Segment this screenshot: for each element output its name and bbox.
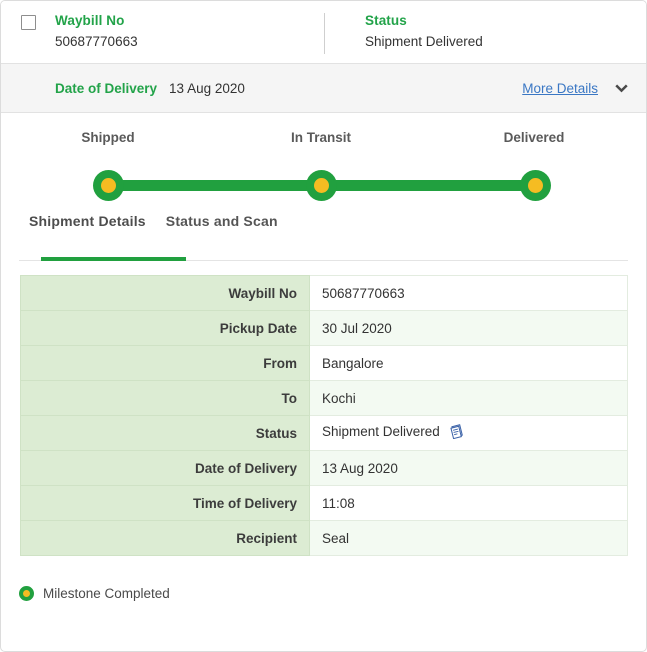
table-row: Pickup Date 30 Jul 2020 [20,310,628,346]
tracker-segment-1 [108,180,321,191]
tracker-dot-delivered[interactable] [520,170,551,201]
more-details-link[interactable]: More Details [522,80,598,96]
milestone-tracker: Shipped In Transit Delivered [1,113,646,205]
table-row: Recipient Seal [20,520,628,556]
table-row: Date of Delivery 13 Aug 2020 [20,450,628,486]
header-waybill-label: Waybill No [55,13,125,28]
header-field-status: Status Shipment Delivered [365,12,493,52]
row-label: Recipient [20,520,310,556]
row-value: 13 Aug 2020 [309,450,628,486]
active-tab-indicator [41,257,186,261]
select-shipment-checkbox-wrap [1,12,55,30]
tracker-label-in-transit: In Transit [290,130,352,145]
table-row: Waybill No 50687770663 [20,275,628,311]
row-value-status: Shipment Delivered [309,415,628,451]
table-row: Time of Delivery 11:08 [20,485,628,521]
row-value: Shipment Delivered [322,424,440,439]
chevron-down-icon[interactable] [615,82,628,95]
more-details-group: More Details [522,81,628,96]
tracker-dot-in-transit[interactable] [306,170,337,201]
row-label: Status [20,415,310,451]
select-shipment-checkbox[interactable] [20,15,36,30]
card-header: Waybill No 50687770663 Status Shipment D… [1,1,646,64]
tab-status-and-scan[interactable]: Status and Scan [165,213,278,229]
tab-shipment-details[interactable]: Shipment Details [29,213,146,229]
row-label: Pickup Date [20,310,310,346]
header-divider [324,13,325,54]
row-label: Time of Delivery [20,485,310,521]
legend-label: Milestone Completed [43,586,170,601]
row-value: 30 Jul 2020 [309,310,628,346]
date-of-delivery-value: 13 Aug 2020 [169,80,245,96]
row-value: 50687770663 [309,275,628,311]
tracker-segment-2 [321,180,535,191]
row-value: 11:08 [309,485,628,521]
row-value: Kochi [309,380,628,416]
header-field-waybill: Waybill No 50687770663 [55,12,324,52]
detail-tabs: Shipment Details Status and Scan [19,205,628,261]
table-row: From Bangalore [20,345,628,381]
milestone-dot-icon [19,586,34,601]
row-label: To [20,380,310,416]
header-waybill-value: 50687770663 [55,34,138,49]
row-value: Seal [309,520,628,556]
row-label: Waybill No [20,275,310,311]
row-label: From [20,345,310,381]
pod-document-icon[interactable] [449,424,465,442]
table-row: To Kochi [20,380,628,416]
header-status-value: Shipment Delivered [365,34,483,49]
row-label: Date of Delivery [20,450,310,486]
shipment-details-table: Waybill No 50687770663 Pickup Date 30 Ju… [20,275,628,556]
table-row: Status Shipment Delivered [20,415,628,451]
tracker-dot-shipped[interactable] [93,170,124,201]
date-of-delivery-label: Date of Delivery [55,80,158,96]
legend: Milestone Completed [19,586,646,601]
delivery-summary-bar: Date of Delivery 13 Aug 2020 More Detail… [1,64,646,113]
row-value: Bangalore [309,345,628,381]
tracker-label-shipped: Shipped [81,130,135,145]
tracker-label-delivered: Delivered [503,130,565,145]
header-status-label: Status [365,13,407,28]
